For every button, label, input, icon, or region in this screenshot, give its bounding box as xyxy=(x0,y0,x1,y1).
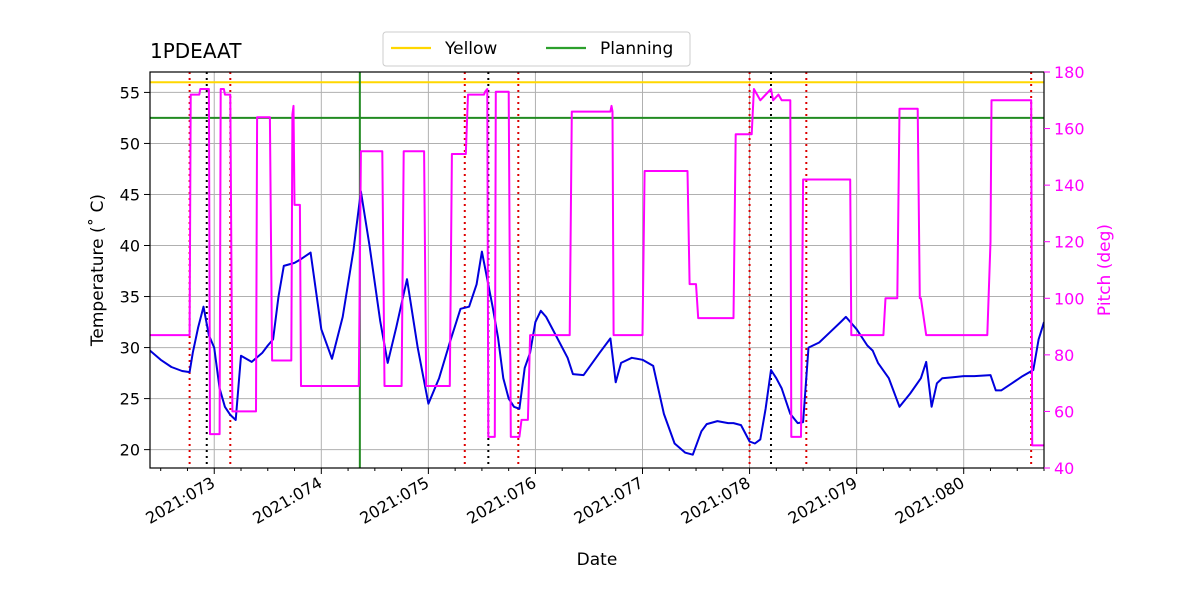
y-axis-left-label: Temperature (˚ C) xyxy=(87,194,108,347)
y-left-tick-label: 55 xyxy=(120,83,140,102)
legend-label-yellow: Yellow xyxy=(444,39,497,59)
y-axis-right-label: Pitch (deg) xyxy=(1095,224,1115,316)
chart-title: 1PDEAAT xyxy=(150,39,242,63)
y-left-tick-label: 40 xyxy=(120,237,140,256)
y-left-tick-label: 35 xyxy=(120,288,140,307)
y-right-tick-label: 100 xyxy=(1054,289,1085,308)
legend-box xyxy=(382,31,691,67)
y-right-tick-label: 80 xyxy=(1054,346,1074,365)
y-right-tick-label: 180 xyxy=(1054,63,1085,82)
y-right-tick-label: 140 xyxy=(1054,176,1085,195)
plot-frame xyxy=(149,71,1045,469)
y-left-tick-label: 25 xyxy=(120,390,140,409)
y-right-tick-label: 40 xyxy=(1054,459,1074,478)
plot-area xyxy=(150,72,1044,468)
y-left-tick-label: 20 xyxy=(120,441,140,460)
series-layer xyxy=(150,88,1044,456)
x-axis-label: Date xyxy=(577,550,618,570)
legend-label-planning: Planning xyxy=(600,39,673,59)
y-right-tick-label: 60 xyxy=(1054,402,1074,421)
y-right-tick-label: 120 xyxy=(1054,233,1085,252)
legend: Yellow Planning xyxy=(382,31,691,67)
y-right-tick-label: 160 xyxy=(1054,120,1085,139)
y-left-tick-label: 50 xyxy=(120,134,140,153)
series-line-pitch xyxy=(150,88,1044,447)
y-left-tick-label: 30 xyxy=(120,339,140,358)
y-left-tick-label: 45 xyxy=(120,185,140,204)
series-line-temperature xyxy=(150,190,1044,456)
